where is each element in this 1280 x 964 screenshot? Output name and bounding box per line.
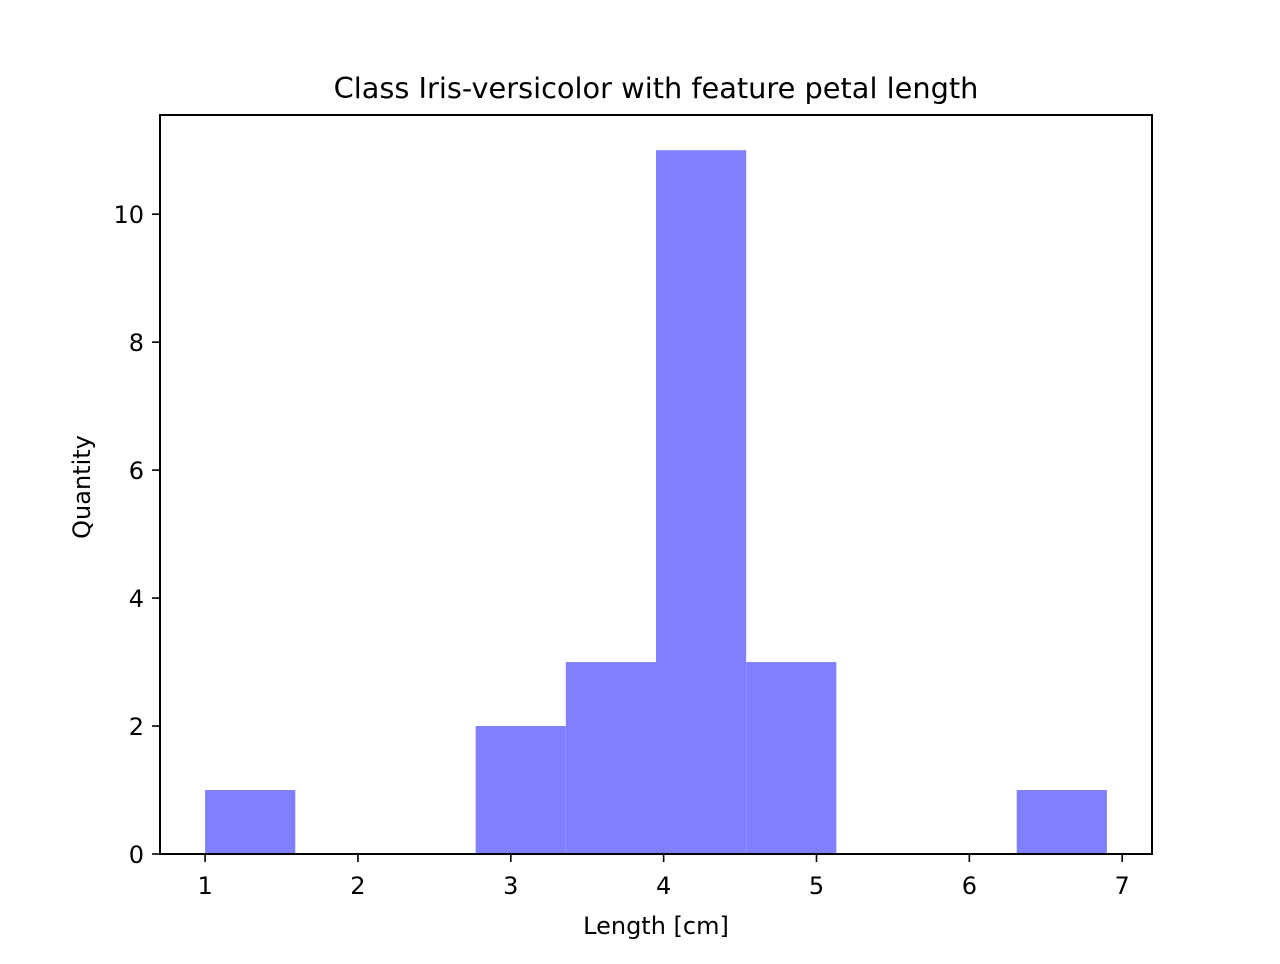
y-axis-label: Quantity xyxy=(68,435,96,539)
x-axis-label: Length [cm] xyxy=(583,912,729,940)
histogram-bar-4 xyxy=(565,662,656,854)
x-tick-label-3: 4 xyxy=(656,872,671,900)
y-tick-label-0: 0 xyxy=(129,841,144,869)
histogram-bar-5 xyxy=(656,150,747,854)
x-tick-label-0: 1 xyxy=(197,872,212,900)
histogram-bar-3 xyxy=(475,726,566,854)
y-tick-label-1: 2 xyxy=(129,713,144,741)
histogram-bar-6 xyxy=(746,662,837,854)
y-tick-label-4: 8 xyxy=(129,329,144,357)
ticks-layer: 1 2 3 4 5 6 7 0 2 4 6 8 10 xyxy=(113,201,1129,900)
x-tick-label-1: 2 xyxy=(350,872,365,900)
plot-frame xyxy=(159,114,1153,855)
y-tick-label-3: 6 xyxy=(129,457,144,485)
x-tick-label-2: 3 xyxy=(503,872,518,900)
histogram-bar-0 xyxy=(205,790,296,854)
x-tick-label-4: 5 xyxy=(809,872,824,900)
x-tick-label-5: 6 xyxy=(962,872,977,900)
bars-layer xyxy=(205,150,1107,854)
y-tick-label-5: 10 xyxy=(113,201,144,229)
chart-title: Class Iris-versicolor with feature petal… xyxy=(334,71,979,105)
histogram-bar-9 xyxy=(1016,790,1107,854)
y-tick-label-2: 4 xyxy=(129,585,144,613)
x-tick-label-6: 7 xyxy=(1115,872,1130,900)
